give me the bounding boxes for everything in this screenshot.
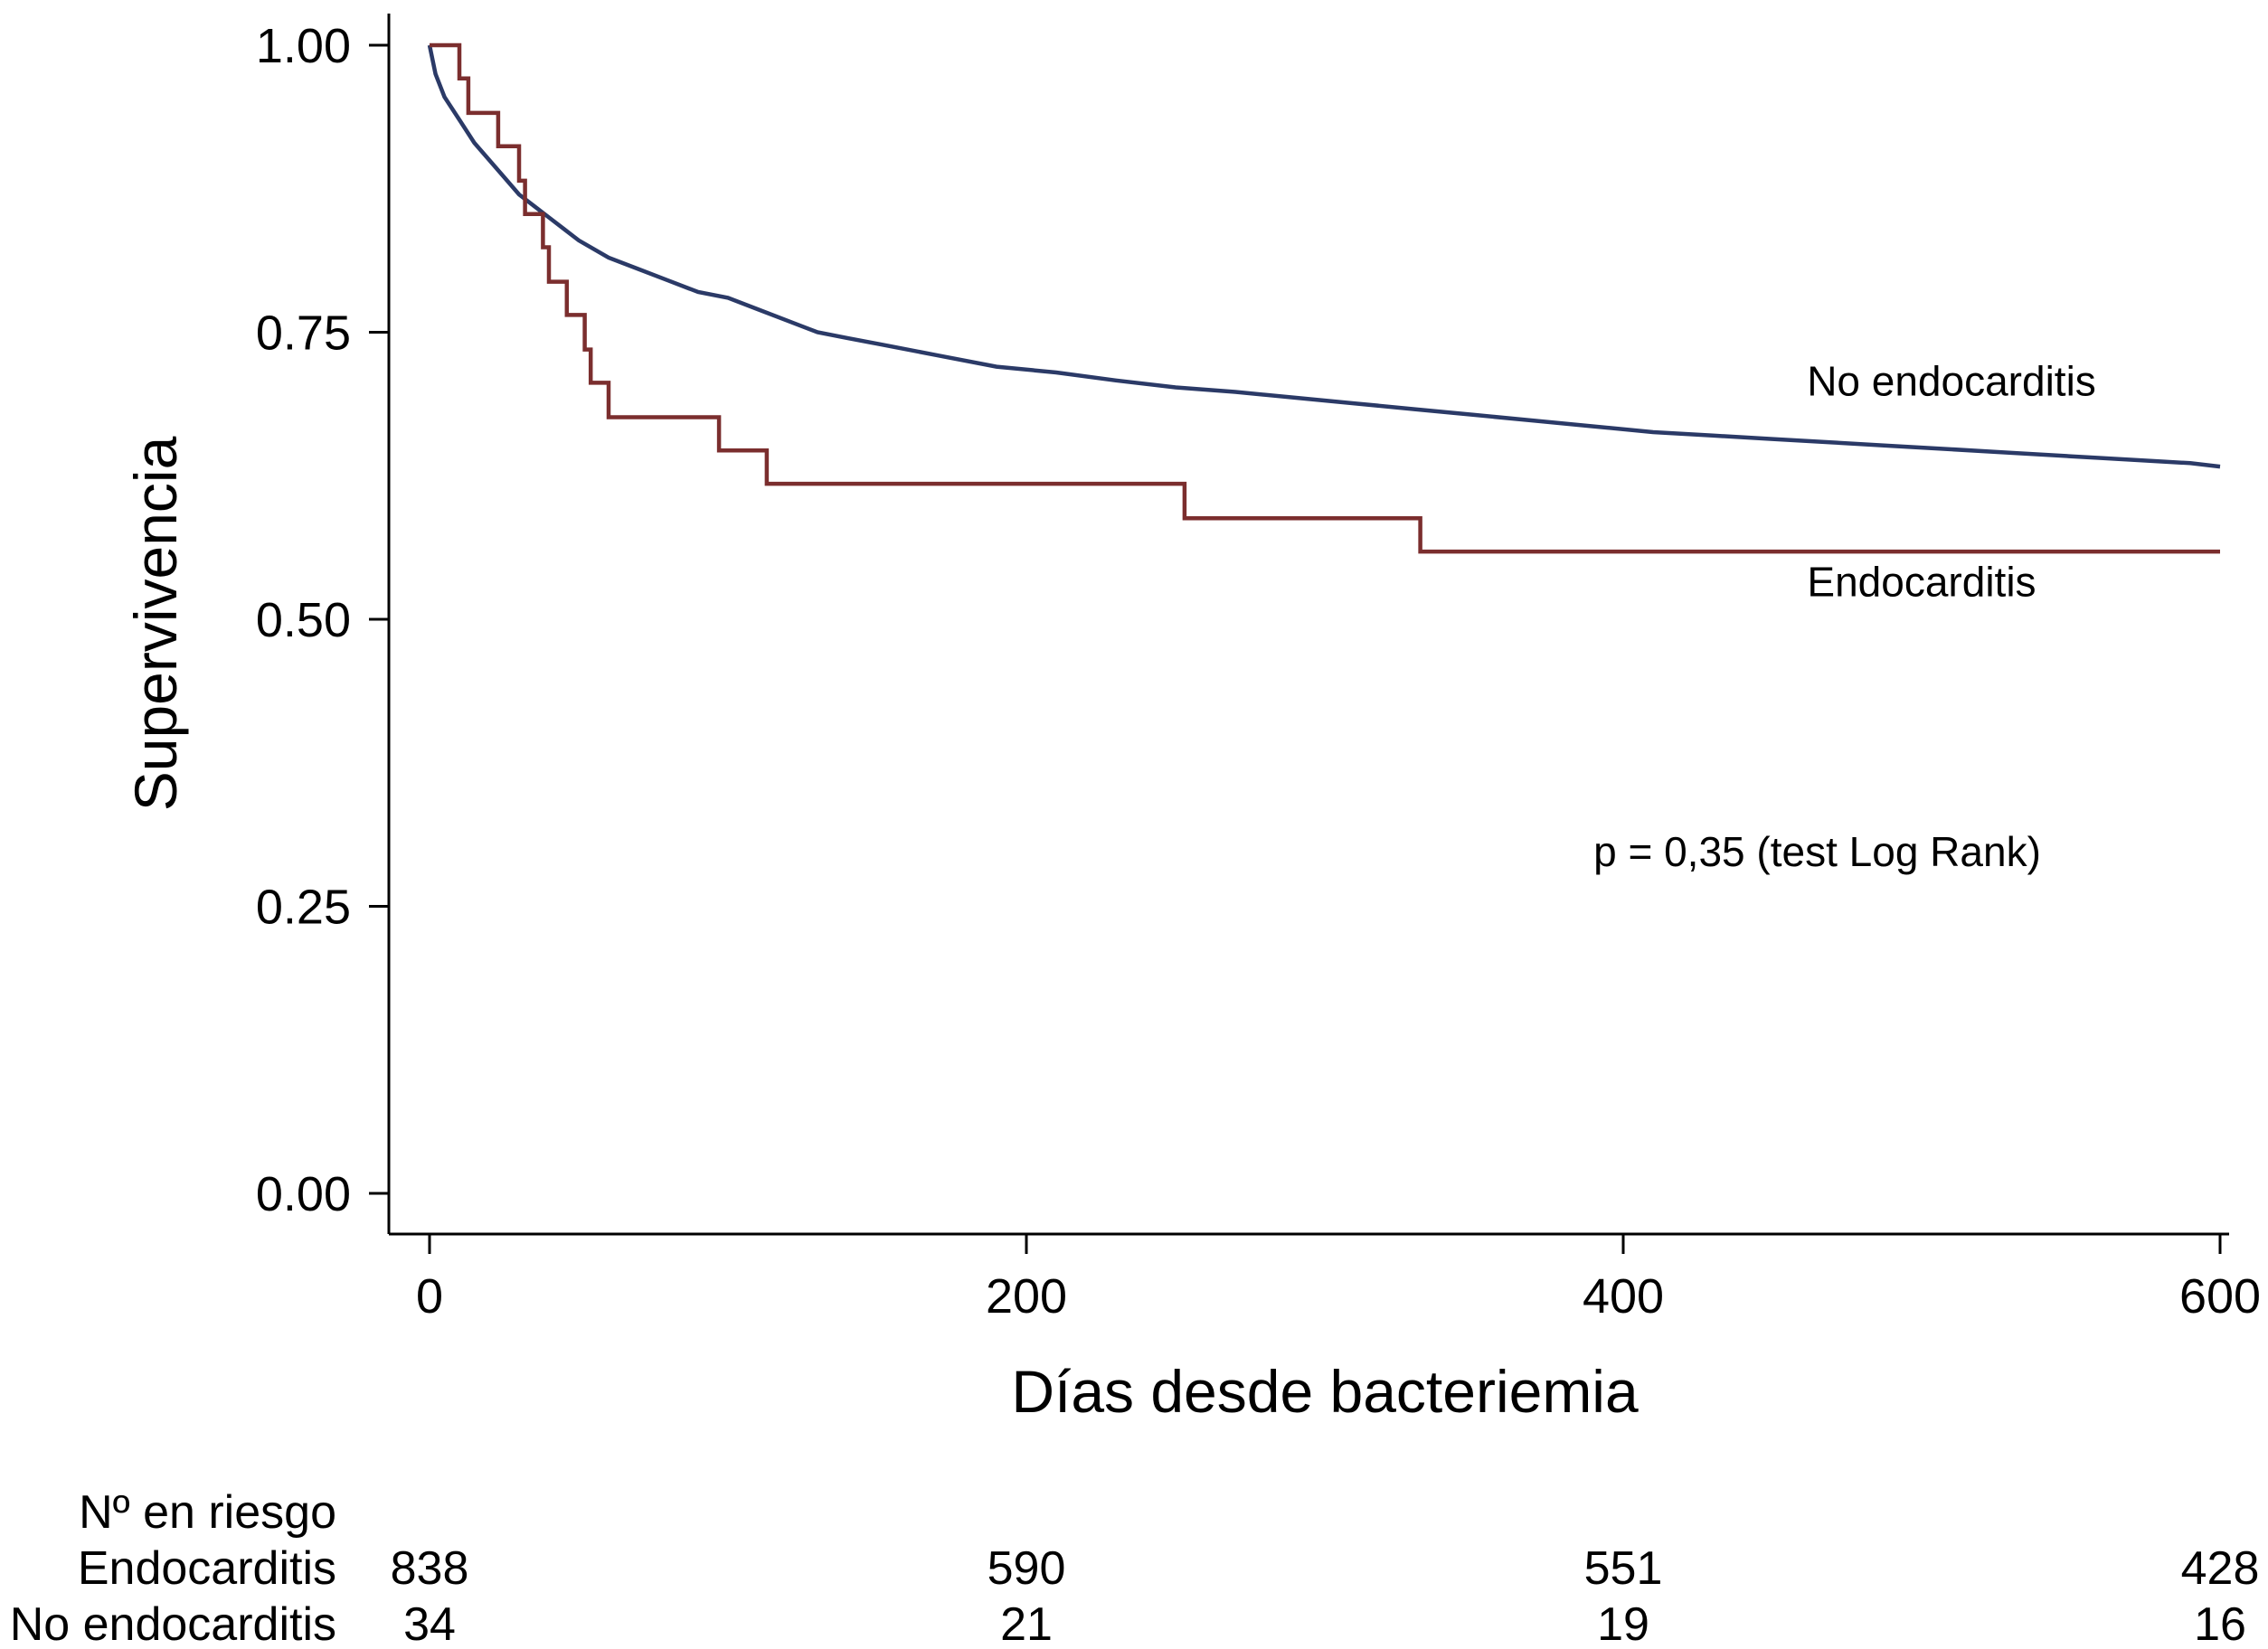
pvalue-annotation: p = 0,35 (test Log Rank) bbox=[1593, 828, 2041, 875]
y-axis-ticks: 0.00 0.25 0.50 0.75 1.00 bbox=[256, 19, 389, 1221]
series-label-endocarditis: Endocarditis bbox=[1807, 559, 2036, 606]
risk-row-label: No endocarditis bbox=[10, 1598, 336, 1649]
x-axis-ticks: 0 200 400 600 bbox=[416, 1234, 2261, 1324]
y-tick-label: 0.00 bbox=[256, 1167, 351, 1221]
series-line bbox=[430, 42, 2220, 554]
x-tick-label: 400 bbox=[1583, 1269, 1664, 1324]
risk-table-value: 428 bbox=[2181, 1542, 2260, 1595]
risk-table: Nº en riesgo Endocarditis No endocarditi… bbox=[10, 1486, 2260, 1649]
risk-row-label: Endocarditis bbox=[78, 1542, 336, 1595]
axes-layer bbox=[387, 14, 2229, 1236]
x-axis-title: Días desde bacteriemia bbox=[1011, 1358, 1639, 1425]
risk-table-values: 838 590 551 428 34 21 19 16 bbox=[391, 1542, 2260, 1649]
y-tick-label: 1.00 bbox=[256, 19, 351, 73]
risk-table-value: 16 bbox=[2194, 1598, 2246, 1649]
risk-table-value: 590 bbox=[988, 1542, 1066, 1595]
y-tick-label: 0.75 bbox=[256, 306, 351, 361]
risk-table-header: Nº en riesgo bbox=[79, 1486, 336, 1539]
risk-table-value: 34 bbox=[403, 1598, 456, 1649]
risk-table-value: 21 bbox=[1000, 1598, 1053, 1649]
x-tick-label: 600 bbox=[2179, 1269, 2261, 1324]
y-tick-label: 0.50 bbox=[256, 593, 351, 647]
x-tick-label: 0 bbox=[416, 1269, 443, 1324]
risk-table-value: 838 bbox=[391, 1542, 469, 1595]
series-layer bbox=[427, 42, 2221, 554]
series-label-no-endocarditis: No endocarditis bbox=[1807, 357, 2096, 404]
risk-table-value: 551 bbox=[1584, 1542, 1663, 1595]
y-axis-title: Supervivencia bbox=[122, 436, 189, 811]
y-tick-label: 0.25 bbox=[256, 881, 351, 935]
risk-table-value: 19 bbox=[1597, 1598, 1649, 1649]
x-tick-label: 200 bbox=[986, 1269, 1067, 1324]
